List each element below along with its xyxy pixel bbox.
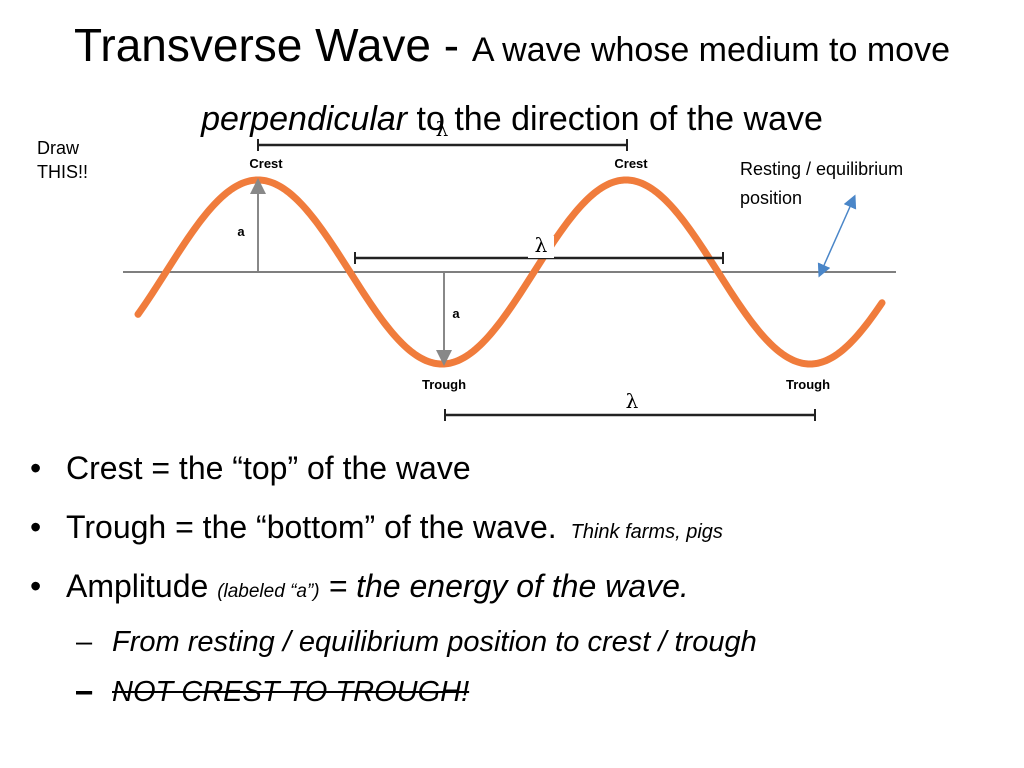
draw-note-line1: Draw [37, 138, 80, 158]
sub-bullet-not-crest-to-trough: – NOT CREST TO TROUGH! [76, 676, 470, 708]
title-definition-part2: to the direction of the wave [407, 100, 823, 138]
trough-label-1: Trough [422, 377, 466, 392]
draw-note-line2: THIS!! [37, 162, 89, 182]
equilibrium-note-line1: Resting / equilibrium [740, 159, 904, 179]
bullet-crest: • Crest = the “top” of the wave [30, 450, 471, 486]
crest-label-2: Crest [614, 156, 648, 171]
bullet-amplitude-emph: = the energy of the wave. [319, 568, 689, 604]
bullet-trough-aside: Think farms, pigs [570, 521, 723, 543]
bullet-crest-text: Crest = the “top” of the wave [66, 450, 471, 486]
equilibrium-pointer-arrow [817, 194, 857, 278]
title-main: Transverse Wave - [73, 19, 472, 71]
bullet-amplitude: • Amplitude (labeled “a”) = the energy of… [30, 568, 689, 604]
sub-bullet-from-resting: – From resting / equilibrium position to … [76, 626, 757, 658]
bullet-list: • Crest = the “top” of the wave • Trough =… [30, 442, 1010, 719]
draw-this-note: Draw THIS!! [37, 136, 117, 184]
equilibrium-annotation: Resting / equilibrium position [740, 155, 980, 213]
sub-bullet-not-crest-to-trough-text: NOT CREST TO TROUGH! [112, 676, 470, 708]
title-definition-italic: perpendicular [201, 100, 408, 138]
title-definition-part1: A wave whose medium to move [471, 31, 950, 69]
bullet-amplitude-text: Amplitude [66, 568, 218, 604]
wavelength-symbol-top: λ [436, 117, 449, 141]
trough-label-2: Trough [786, 377, 830, 392]
amplitude-label-trough: a [452, 306, 460, 321]
sub-bullet-from-resting-text: From resting / equilibrium position to c… [112, 626, 757, 658]
bullet-amplitude-paren: (labeled “a”) [217, 581, 320, 602]
equilibrium-note-line2: position [740, 188, 803, 208]
wavelength-symbol-bottom: λ [626, 389, 639, 413]
crest-label-1: Crest [249, 156, 283, 171]
amplitude-label-crest: a [237, 224, 245, 239]
wavelength-symbol-middle: λ [535, 233, 548, 257]
slide-title: Transverse Wave - A wave whose medium to… [0, 14, 1024, 157]
bullet-trough: • Trough = the “bottom” of the wave. Think… [30, 509, 723, 545]
bullet-trough-text: Trough = the “bottom” of the wave. [66, 509, 557, 545]
